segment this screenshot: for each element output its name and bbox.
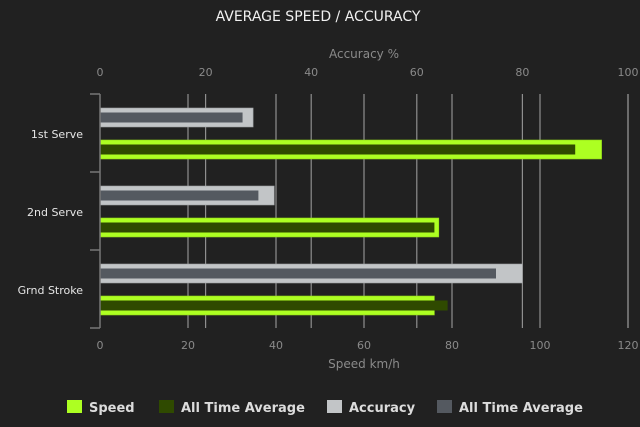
- legend-label: All Time Average: [181, 401, 305, 416]
- category-label: 2nd Serve: [27, 206, 83, 219]
- legend-swatch: [437, 400, 452, 413]
- bottom-tick-label: 60: [357, 339, 371, 352]
- bottom-tick-label: 100: [530, 339, 551, 352]
- legend-swatch: [159, 400, 174, 413]
- top-tick-label: 80: [515, 66, 529, 79]
- top-tick-label: 20: [199, 66, 213, 79]
- top-tick-label: 100: [618, 66, 639, 79]
- legend: Speed All Time Average Accuracy All Time Av…: [67, 400, 583, 416]
- bottom-tick-label: 80: [445, 339, 459, 352]
- top-axis-label: Accuracy %: [329, 47, 399, 61]
- category-label: Grnd Stroke: [18, 284, 84, 297]
- bottom-axis-label: Speed km/h: [328, 357, 400, 371]
- legend-swatch: [327, 400, 342, 413]
- top-tick-label: 40: [304, 66, 318, 79]
- top-tick-label: 0: [97, 66, 104, 79]
- bar-accuracy-average: [100, 190, 259, 201]
- legend-swatch: [67, 400, 82, 413]
- bar-speed-average: [100, 144, 576, 155]
- category-label: 1st Serve: [31, 128, 83, 141]
- bar-speed-average: [100, 300, 448, 311]
- bottom-tick-label: 40: [269, 339, 283, 352]
- bottom-tick-label: 120: [618, 339, 639, 352]
- bar-speed-average: [100, 222, 435, 233]
- bar-accuracy-average: [100, 112, 243, 123]
- legend-label: All Time Average: [459, 401, 583, 416]
- legend-label: Accuracy: [349, 401, 416, 416]
- bottom-tick-label: 20: [181, 339, 195, 352]
- legend-label: Speed: [89, 401, 135, 416]
- chart-title: AVERAGE SPEED / ACCURACY: [216, 9, 421, 25]
- bottom-tick-label: 0: [97, 339, 104, 352]
- top-tick-label: 60: [410, 66, 424, 79]
- bar-accuracy-average: [100, 268, 496, 279]
